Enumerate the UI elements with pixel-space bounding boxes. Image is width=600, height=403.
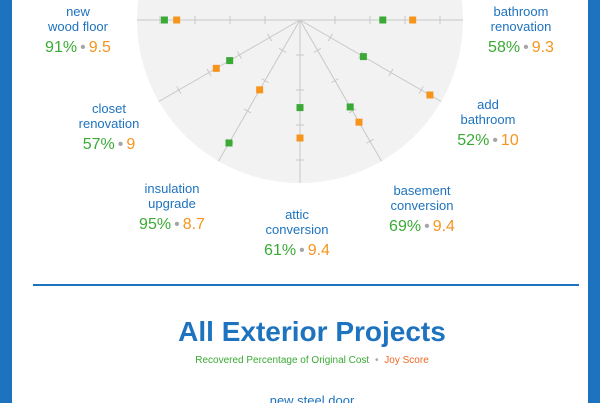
category-name: insulation — [144, 181, 200, 196]
joy-marker — [173, 16, 181, 24]
radar-tick — [243, 108, 252, 114]
section-divider — [33, 284, 579, 286]
percent-marker — [225, 139, 233, 147]
radar-category-label: closet renovation 57% • 9 — [79, 101, 140, 154]
joy-marker — [296, 134, 304, 142]
radar-category-label: bathroom renovation 58% • 9.3 — [488, 4, 554, 57]
category-name: bathroom — [460, 112, 516, 127]
radar-tick — [331, 78, 339, 84]
radar-category-label: insulation upgrade 95% • 8.7 — [139, 181, 205, 234]
radar-chart — [137, 0, 463, 183]
radar-tick — [236, 51, 242, 59]
category-name: conversion — [390, 198, 454, 213]
value-separator: • — [117, 136, 124, 153]
category-name: basement — [393, 183, 451, 198]
radar-tick — [261, 78, 269, 84]
radar-tick — [206, 68, 212, 77]
percent-value: 61% — [264, 242, 297, 259]
joy-marker — [355, 118, 363, 126]
category-values: 61% • 9.4 — [264, 242, 330, 260]
value-separator: • — [174, 216, 180, 233]
percent-marker — [226, 57, 234, 65]
category-name: bathroom — [493, 4, 549, 19]
category-name: closet — [92, 101, 126, 116]
legend-separator: • — [375, 355, 379, 366]
radar-tick — [366, 138, 374, 144]
legend-percent: Recovered Percentage of Original Cost — [195, 355, 370, 366]
value-separator: • — [80, 39, 86, 56]
joy-marker — [256, 86, 264, 94]
joy-value: 9.5 — [88, 39, 111, 56]
joy-value: 10 — [500, 132, 519, 149]
category-values: 69% • 9.4 — [389, 218, 455, 236]
joy-value: 9.3 — [531, 39, 554, 56]
section-title: All Exterior Projects — [178, 316, 446, 347]
radar-tick — [418, 86, 424, 94]
category-values: 91% • 9.5 — [45, 39, 111, 57]
category-name: new — [66, 4, 90, 19]
percent-marker — [160, 16, 168, 24]
joy-marker — [409, 16, 417, 24]
value-separator: • — [424, 218, 430, 235]
joy-marker — [426, 91, 434, 99]
next-category-label: new steel door — [269, 393, 355, 403]
category-name: upgrade — [148, 196, 196, 211]
percent-value: 52% — [457, 132, 490, 149]
radar-category-label: add bathroom 52% • 10 — [457, 97, 518, 150]
percent-marker — [346, 103, 354, 111]
radar-tick — [348, 108, 357, 114]
radar-tick — [388, 68, 394, 77]
percent-value: 91% — [45, 39, 78, 56]
category-values: 52% • 10 — [457, 132, 518, 150]
percent-value: 95% — [139, 216, 172, 233]
chart-legend: Recovered Percentage of Original Cost • … — [12, 355, 588, 367]
value-separator: • — [492, 132, 498, 149]
radar-tick — [278, 47, 287, 53]
radar-category-label: attic conversion 61% • 9.4 — [264, 207, 330, 260]
radar-tick — [176, 86, 182, 94]
radar-spoke — [299, 19, 442, 102]
radar-category-label: new wood floor 91% • 9.5 — [45, 4, 111, 57]
category-values: 57% • 9 — [79, 136, 140, 154]
percent-marker — [379, 16, 387, 24]
joy-value: 9.4 — [432, 218, 455, 235]
radar-tick — [313, 47, 322, 53]
category-name: renovation — [78, 116, 140, 131]
legend-joy: Joy Score — [384, 355, 429, 366]
joy-marker — [212, 64, 220, 72]
value-separator: • — [523, 39, 529, 56]
percent-value: 57% — [82, 136, 115, 153]
radar-spoke — [299, 19, 382, 162]
joy-value: 9.4 — [307, 242, 330, 259]
radar-tick — [327, 33, 333, 42]
percent-marker — [296, 104, 304, 112]
category-name: add — [477, 97, 499, 112]
category-values: 95% • 8.7 — [139, 216, 205, 234]
percent-marker — [359, 53, 367, 61]
percent-value: 58% — [488, 39, 521, 56]
radar-category-label: basement conversion 69% • 9.4 — [389, 183, 455, 236]
radar-tick — [267, 33, 273, 42]
joy-value: 9 — [126, 136, 136, 153]
category-name: renovation — [490, 19, 552, 34]
value-separator: • — [299, 242, 305, 259]
category-values: 58% • 9.3 — [488, 39, 554, 57]
joy-value: 8.7 — [182, 216, 205, 233]
category-name: conversion — [265, 222, 329, 237]
percent-value: 69% — [389, 218, 422, 235]
category-name: attic — [285, 207, 309, 222]
category-name: wood floor — [48, 19, 108, 34]
